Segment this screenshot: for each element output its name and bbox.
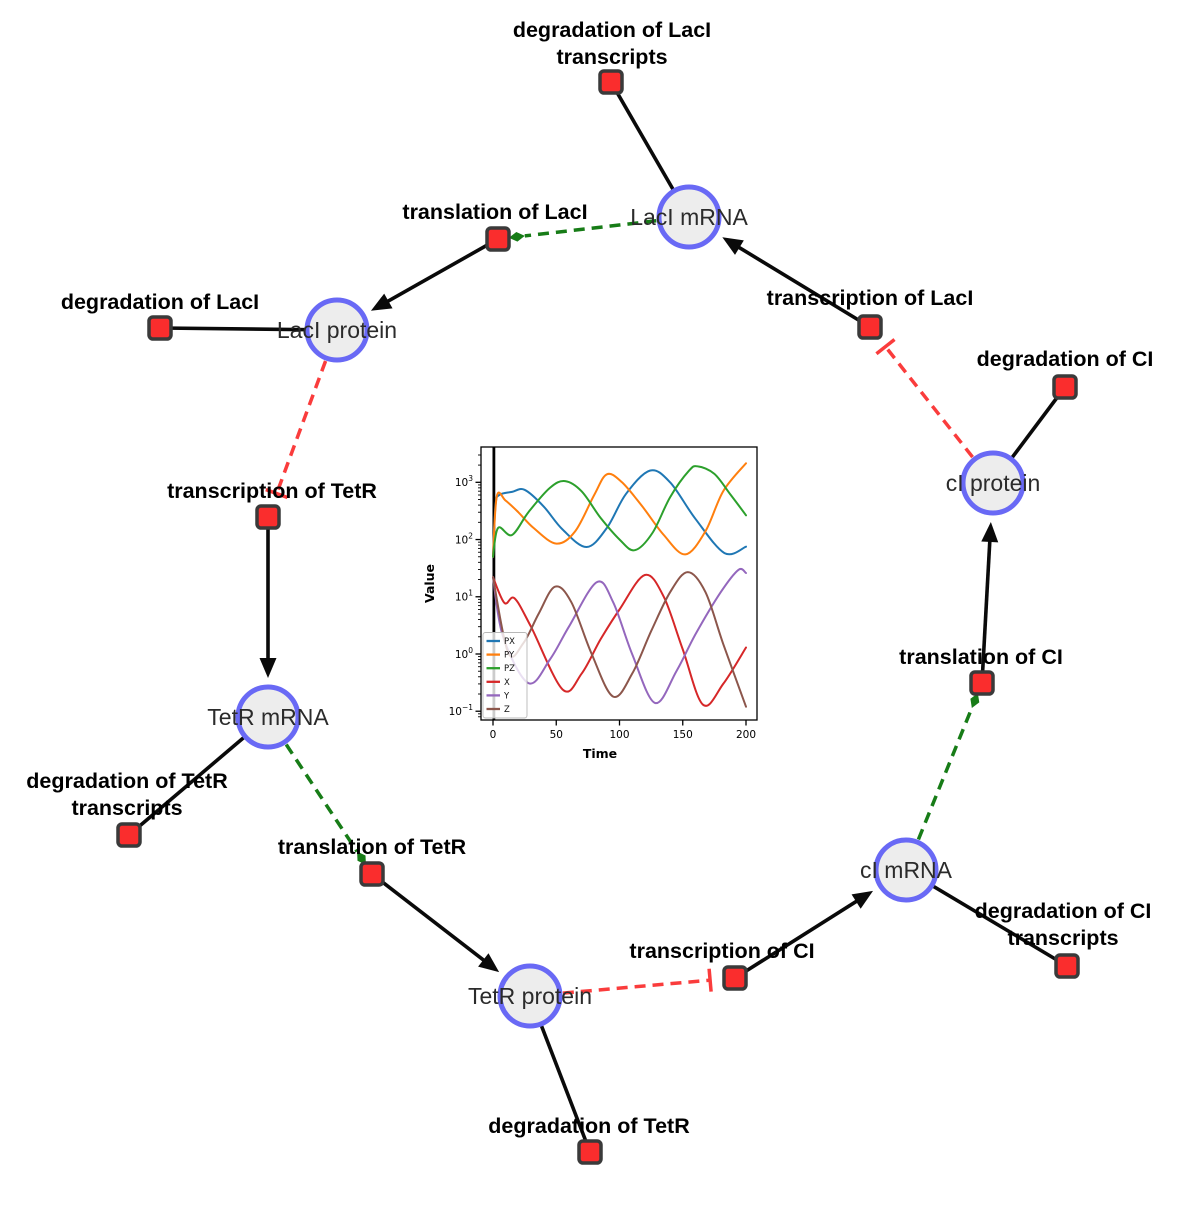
series-line-X: [492, 573, 747, 707]
reaction-label: translation of LacI: [402, 200, 587, 224]
arrowhead: [259, 658, 277, 678]
catalysis-arrowhead: [508, 232, 525, 242]
reaction-label: degradation of CI: [975, 899, 1152, 923]
arrowhead: [370, 293, 393, 311]
legend-label: PY: [504, 651, 515, 661]
reaction-label: degradation of TetR: [26, 769, 228, 793]
reaction-label: degradation of LacI: [61, 290, 259, 314]
production-edge: [733, 242, 871, 329]
reaction-node-deg_laci_tx[interactable]: [598, 69, 624, 95]
reaction-label: transcripts: [1007, 926, 1118, 950]
species-node-ci_protein[interactable]: [960, 450, 1026, 516]
inhibition-bar: [875, 338, 896, 356]
species-node-laci_protein[interactable]: [304, 297, 370, 363]
catalysis-edge: [916, 707, 974, 841]
reaction-label: degradation of CI: [977, 347, 1154, 371]
catalysis-arrowhead: [970, 693, 980, 709]
legend-label: Z: [504, 705, 510, 715]
catalysis-edge: [524, 219, 657, 238]
reaction-node-deg_ci_tx[interactable]: [1054, 953, 1080, 979]
production-edge: [734, 896, 863, 980]
reaction-nodes-layer: [116, 69, 1080, 1165]
series-line-Y: [492, 567, 747, 704]
species-node-ci_mrna[interactable]: [873, 837, 939, 903]
reaction-label: transcription of CI: [629, 939, 814, 963]
reaction-label: translation of CI: [899, 645, 1063, 669]
reaction-label: transcription of LacI: [767, 286, 974, 310]
legend-label: PX: [504, 637, 515, 647]
reaction-node-transc_laci[interactable]: [857, 314, 883, 340]
reaction-node-transl_tetr[interactable]: [359, 861, 385, 887]
y-axis-label: Value: [422, 564, 437, 603]
species-label: TetR protein: [468, 983, 592, 1009]
reaction-node-deg_ci[interactable]: [1052, 374, 1078, 400]
time-series-plot: 0 50 100 150 200 10−1 100 101 102 103 Time Value PX P…: [422, 446, 758, 761]
arrowhead: [981, 521, 999, 543]
species-label: cI protein: [946, 470, 1041, 496]
catalysis-edge: [284, 743, 359, 853]
arrowhead: [478, 953, 500, 973]
reaction-node-deg_tetr[interactable]: [577, 1139, 603, 1165]
x-tick-label: 0: [490, 729, 497, 741]
reaction-label: transcription of TetR: [167, 479, 377, 503]
production-edge: [382, 237, 499, 306]
arrowhead: [722, 237, 744, 255]
series-line-PZ: [492, 465, 747, 558]
reaction-node-transl_laci[interactable]: [485, 226, 511, 252]
y-tick-label: 102: [455, 531, 473, 546]
inhibition-edge: [275, 360, 328, 495]
legend-label: X: [504, 678, 510, 688]
reaction-label: degradation of TetR: [488, 1114, 690, 1138]
production-edge: [980, 535, 992, 684]
reaction-node-transc_ci[interactable]: [722, 965, 748, 991]
series-line-PX: [492, 469, 747, 558]
species-nodes-layer: [235, 184, 1026, 1029]
x-axis-label: Time: [583, 746, 617, 761]
labels-layer: degradation of LacI transcripts translatio…: [26, 18, 1153, 1138]
species-label: LacI mRNA: [630, 204, 748, 230]
legend-label: PZ: [504, 664, 515, 674]
species-node-tetr_protein[interactable]: [497, 963, 563, 1029]
x-tick-label: 100: [609, 729, 629, 741]
inhibition-edge: [562, 978, 711, 995]
species-node-tetr_mrna[interactable]: [235, 684, 301, 750]
legend-label: Y: [503, 691, 510, 701]
production-edge: [370, 872, 490, 966]
species-node-laci_mrna[interactable]: [656, 184, 722, 250]
species-label: cI mRNA: [860, 857, 953, 883]
species-label: TetR mRNA: [207, 704, 329, 730]
series-line-PY: [492, 462, 747, 558]
reaction-node-deg_tetr_tx[interactable]: [116, 822, 142, 848]
reaction-node-deg_laci[interactable]: [147, 315, 173, 341]
reaction-node-transl_ci[interactable]: [969, 670, 995, 696]
y-tick-label: 10−1: [449, 703, 474, 718]
inhibition-bar: [707, 968, 713, 992]
y-tick-label: 100: [455, 646, 473, 661]
reaction-node-transc_tetr[interactable]: [255, 504, 281, 530]
reaction-label: translation of TetR: [278, 835, 467, 859]
inhibition-bar: [265, 487, 289, 500]
x-tick-label: 150: [673, 729, 693, 741]
species-label: LacI protein: [277, 317, 397, 343]
reaction-label: degradation of LacI: [513, 18, 711, 42]
x-tick-label: 200: [736, 729, 756, 741]
reaction-label: transcripts: [71, 796, 182, 820]
arrowhead: [851, 890, 874, 909]
edges-layer: [127, 81, 1068, 1153]
y-tick-label: 101: [455, 589, 473, 604]
reaction-label: transcripts: [556, 45, 667, 69]
inhibition-edge: [884, 345, 974, 459]
x-tick-label: 50: [550, 729, 563, 741]
y-tick-label: 103: [455, 474, 473, 489]
